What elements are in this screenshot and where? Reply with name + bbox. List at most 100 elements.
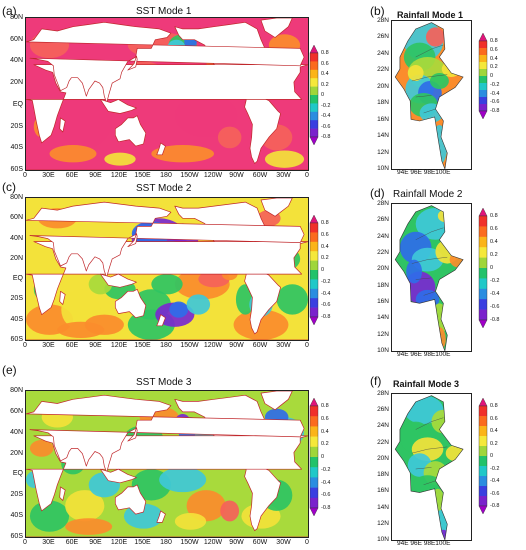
colorbar-c: 0.8 0.6 0.4 0.2 0 -0.2 -0.4 -0.6 -0.8 [309,214,339,326]
colorbar-segment [479,97,487,105]
colorbar-segment [310,467,318,478]
colorbar-tick-label: 0.4 [321,428,329,435]
land-eurasia [26,201,305,278]
sst-anomaly-region [233,309,289,340]
colorbar-segment [479,226,487,238]
lat-tick-label: 20N [10,449,23,457]
lon-tick-label: 30E [42,539,55,546]
rainfall-map-mode-2 [391,203,472,352]
colorbar-segment [479,41,487,49]
state-border [411,74,448,82]
land-japan [127,427,138,442]
colorbar-segment [310,426,318,437]
colorbar-segment [310,416,318,427]
colorbar-tick-label: 0.2 [321,81,329,88]
colorbar-tip-bottom [478,319,488,329]
land-greenland [260,198,293,217]
lat-tick-label: 20S [10,491,23,499]
sst-map-mode-2 [25,197,309,341]
lon-tick-label: 120W [203,172,223,179]
colorbar-tick-label: -0.2 [321,278,331,285]
land-madagascar [59,486,66,501]
land-madagascar [59,117,66,133]
lat-tick-label: EQ [12,470,23,478]
rain-lat-tick-label: 16N [377,115,389,123]
colorbar-tick-label: 0.2 [490,252,498,258]
colorbar-segment [310,446,318,458]
land-madagascar [59,290,66,305]
colorbar-segment [310,241,318,252]
lon-tick-label: 0 [23,342,27,349]
rain-lat-tick-label: 12N [377,330,389,338]
colorbar-tick-label: 0.6 [490,415,498,422]
sst-anomaly-region [169,301,189,318]
rain-lat-tick-label: 24N [377,422,389,430]
lat-tick-label: 40S [10,144,23,152]
colorbar-segment [310,457,318,468]
rain-lat-tick-label: 28N [377,17,389,24]
colorbar-svg [309,44,319,146]
rainfall-map-mode-1 [391,20,472,170]
colorbar-tip-top [478,32,488,42]
rain-lon-tick-labels: 94E 96E 98E100E [397,351,451,358]
land-southAmerica [244,92,281,164]
sst-anomaly-region [198,271,230,288]
lon-tick-label: 120W [203,539,223,546]
rain-lat-tick-label: 14N [377,132,389,140]
rain-lat-tick-label: 26N [377,33,389,41]
land-australia [114,115,147,147]
lon-tick-label: 0 [23,172,27,179]
country-outline [394,205,464,351]
rain-lat-tick-label: 26N [377,406,389,414]
rainfall-anomaly-region [431,409,456,434]
panel-label-c: (c) [2,180,16,194]
colorbar-segment [479,299,487,310]
colorbar-f: 0.8 0.6 0.4 0.2 0 -0.2 -0.4 -0.6 -0.8 [478,397,508,515]
colorbar-tick-label: 0.4 [490,239,498,245]
rainfall-anomaly-region [425,27,445,47]
rainfall-anomaly-region [433,327,446,351]
lon-tick-label: 90W [229,539,244,546]
colorbar-segment [310,86,318,96]
colorbar-segment [310,78,318,87]
colorbar-tick-label: -0.8 [321,314,331,320]
colorbar-segment [310,103,318,113]
colorbar-tick-label: -0.6 [321,492,331,499]
state-border [415,227,444,240]
land-newZealand [156,314,166,327]
colorbar-segment [310,251,318,261]
colorbar-segment [310,95,318,104]
colorbar-tick-label: -0.6 [321,123,331,130]
rainfall-anomaly-region [419,103,444,123]
colorbar-tick-label: 0.4 [321,71,329,77]
rainfall-field [395,395,464,540]
lon-tick-label: 150E [134,172,151,179]
rain-lon-tick-labels: 94E 96E 98E100E [397,540,451,547]
panel-title-c: SST Mode 2 [136,183,192,194]
state-border [415,467,432,470]
rain-lat-tick-label: 24N [377,49,389,57]
rainfall-anomaly-region [407,65,424,81]
lon-tick-label: 150W [180,172,199,179]
lat-tick-label: 60S [10,336,23,343]
colorbar-tick-label: 0.6 [321,231,329,238]
lon-tick-label: 150E [134,342,151,349]
lon-tick-label: 30W [276,342,291,349]
lon-tick-label: 90W [229,172,244,179]
panel-label-f: (f) [370,374,382,388]
rain-lat-tick-label: 28N [377,390,389,397]
sst-anomaly-region [220,500,240,522]
sst-map-mode-3 [25,390,309,538]
colorbar-tick-label: 0.6 [490,226,498,232]
land-africa [26,241,308,315]
colorbar-segment [479,416,487,427]
lat-tick-label: 80N [10,387,23,394]
rain-lat-tick-label: 22N [377,66,389,74]
colorbar-tick-label: 0.2 [321,441,329,448]
colorbar-tip-bottom [478,505,488,515]
colorbar-tick-label: 0 [321,92,325,98]
sst-anomaly-region [159,467,207,493]
colorbar-tick-label: 0.2 [490,64,498,71]
land-indonesia [100,273,137,288]
colorbar-segment [479,247,487,258]
